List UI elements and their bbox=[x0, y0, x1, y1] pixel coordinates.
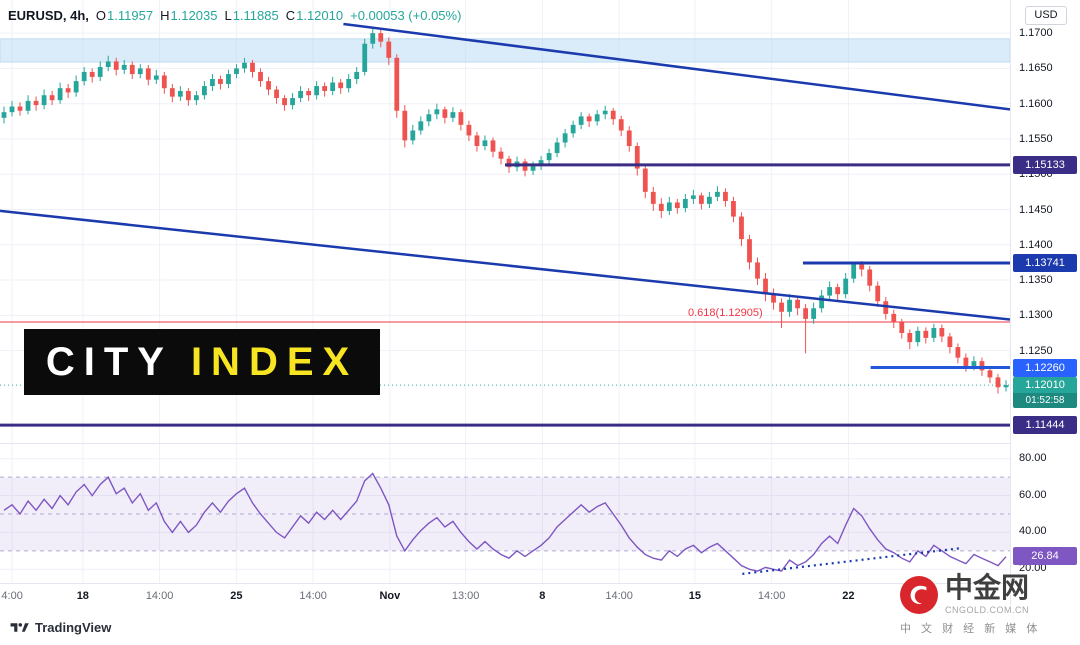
city-index-word-city: CITY bbox=[45, 340, 173, 384]
cngold-watermark: 中金网 CNGOLD.COM.CN 中 文 财 经 新 媒 体 bbox=[900, 574, 1072, 636]
currency-button[interactable]: USD bbox=[1025, 6, 1067, 25]
cngold-domain: CNGOLD.COM.CN bbox=[945, 605, 1030, 615]
tradingview-logo-icon bbox=[10, 620, 29, 635]
symbol-legend[interactable]: EURUSD, 4h, O1.11957 H1.12035 L1.11885 C… bbox=[8, 8, 461, 23]
price-axis-label: 1.1250 bbox=[1019, 344, 1053, 357]
price-axis-label: 1.1700 bbox=[1019, 27, 1053, 40]
ohlc-close: C1.12010 bbox=[285, 8, 344, 23]
city-index-watermark: CITY INDEX bbox=[24, 329, 380, 395]
time-label: 25 bbox=[230, 590, 243, 602]
price-axis[interactable]: USD 1.1700 1.1650 1.1600 1.1550 1.1500 1.1450… bbox=[1010, 0, 1080, 605]
candle-countdown: 01:52:58 bbox=[1013, 393, 1077, 409]
time-label: 8 bbox=[539, 590, 546, 602]
ohlc-open: O1.11957 bbox=[95, 8, 154, 23]
price-axis-label: 1.1650 bbox=[1019, 62, 1053, 75]
price-axis-label: 1.1600 bbox=[1019, 97, 1053, 110]
time-label: 13:00 bbox=[451, 590, 480, 602]
ohlc-high: H1.12035 bbox=[160, 8, 218, 23]
price-axis-label: 1.1300 bbox=[1019, 309, 1053, 322]
rsi-axis-label: 20.00 bbox=[1019, 562, 1047, 575]
time-label: 15 bbox=[688, 590, 701, 602]
city-index-word-index: INDEX bbox=[190, 340, 359, 384]
candlestick-series bbox=[1, 27, 1009, 394]
price-axis-label: 1.1400 bbox=[1019, 238, 1053, 251]
time-label: 18 bbox=[76, 590, 89, 602]
fib-retracement-label[interactable]: 0.618(1.12905) bbox=[688, 307, 763, 320]
time-label: 22 bbox=[842, 590, 855, 602]
time-label: 14:00 bbox=[145, 590, 174, 602]
rsi-pane[interactable] bbox=[0, 443, 1010, 584]
price-level-badge[interactable]: 1.12260 bbox=[1013, 358, 1077, 377]
lower-trendline[interactable] bbox=[0, 209, 1010, 321]
cngold-logo-icon bbox=[900, 575, 938, 614]
rsi-axis-label: 40.00 bbox=[1019, 525, 1047, 538]
time-label: 14:00 bbox=[757, 590, 786, 602]
cngold-name: 中金网 bbox=[945, 572, 1030, 603]
price-level-badge[interactable]: 1.11444 bbox=[1013, 416, 1077, 435]
time-label: Nov bbox=[379, 590, 401, 602]
time-label: 4:00 bbox=[1, 590, 23, 602]
price-axis-label: 1.1450 bbox=[1019, 203, 1053, 216]
symbol-title[interactable]: EURUSD, 4h, bbox=[8, 8, 89, 23]
time-axis[interactable]: 4:00 18 14:00 25 14:00 Nov 13:00 8 14:00 15 14:00 2… bbox=[0, 583, 1010, 610]
upper-trendline[interactable] bbox=[343, 22, 1010, 111]
price-level-badge[interactable]: 1.13741 bbox=[1013, 254, 1077, 273]
time-label: 14:00 bbox=[299, 590, 327, 602]
price-axis-label: 1.1350 bbox=[1019, 274, 1053, 287]
ohlc-low: L1.11885 bbox=[224, 8, 279, 23]
rsi-value-badge: 26.84 bbox=[1013, 546, 1077, 565]
price-axis-label: 1.1550 bbox=[1019, 132, 1053, 145]
time-label: 14:00 bbox=[605, 590, 633, 602]
price-level-badge[interactable]: 1.15133 bbox=[1013, 155, 1077, 174]
tradingview-attribution[interactable]: TradingView bbox=[10, 620, 111, 635]
change-value: +0.00053 (+0.05%) bbox=[350, 8, 462, 23]
rsi-trendline[interactable] bbox=[742, 546, 962, 575]
resistance-zone[interactable] bbox=[0, 38, 1010, 63]
current-price-badge: 1.12010 01:52:58 bbox=[1013, 377, 1077, 409]
price-pane[interactable] bbox=[0, 0, 1010, 443]
rsi-axis-label: 80.00 bbox=[1019, 451, 1047, 464]
cngold-tagline: 中 文 财 经 新 媒 体 bbox=[900, 623, 1041, 635]
tradingview-label: TradingView bbox=[35, 620, 112, 635]
rsi-line bbox=[3, 472, 1007, 572]
rsi-axis-label: 60.00 bbox=[1019, 488, 1047, 501]
